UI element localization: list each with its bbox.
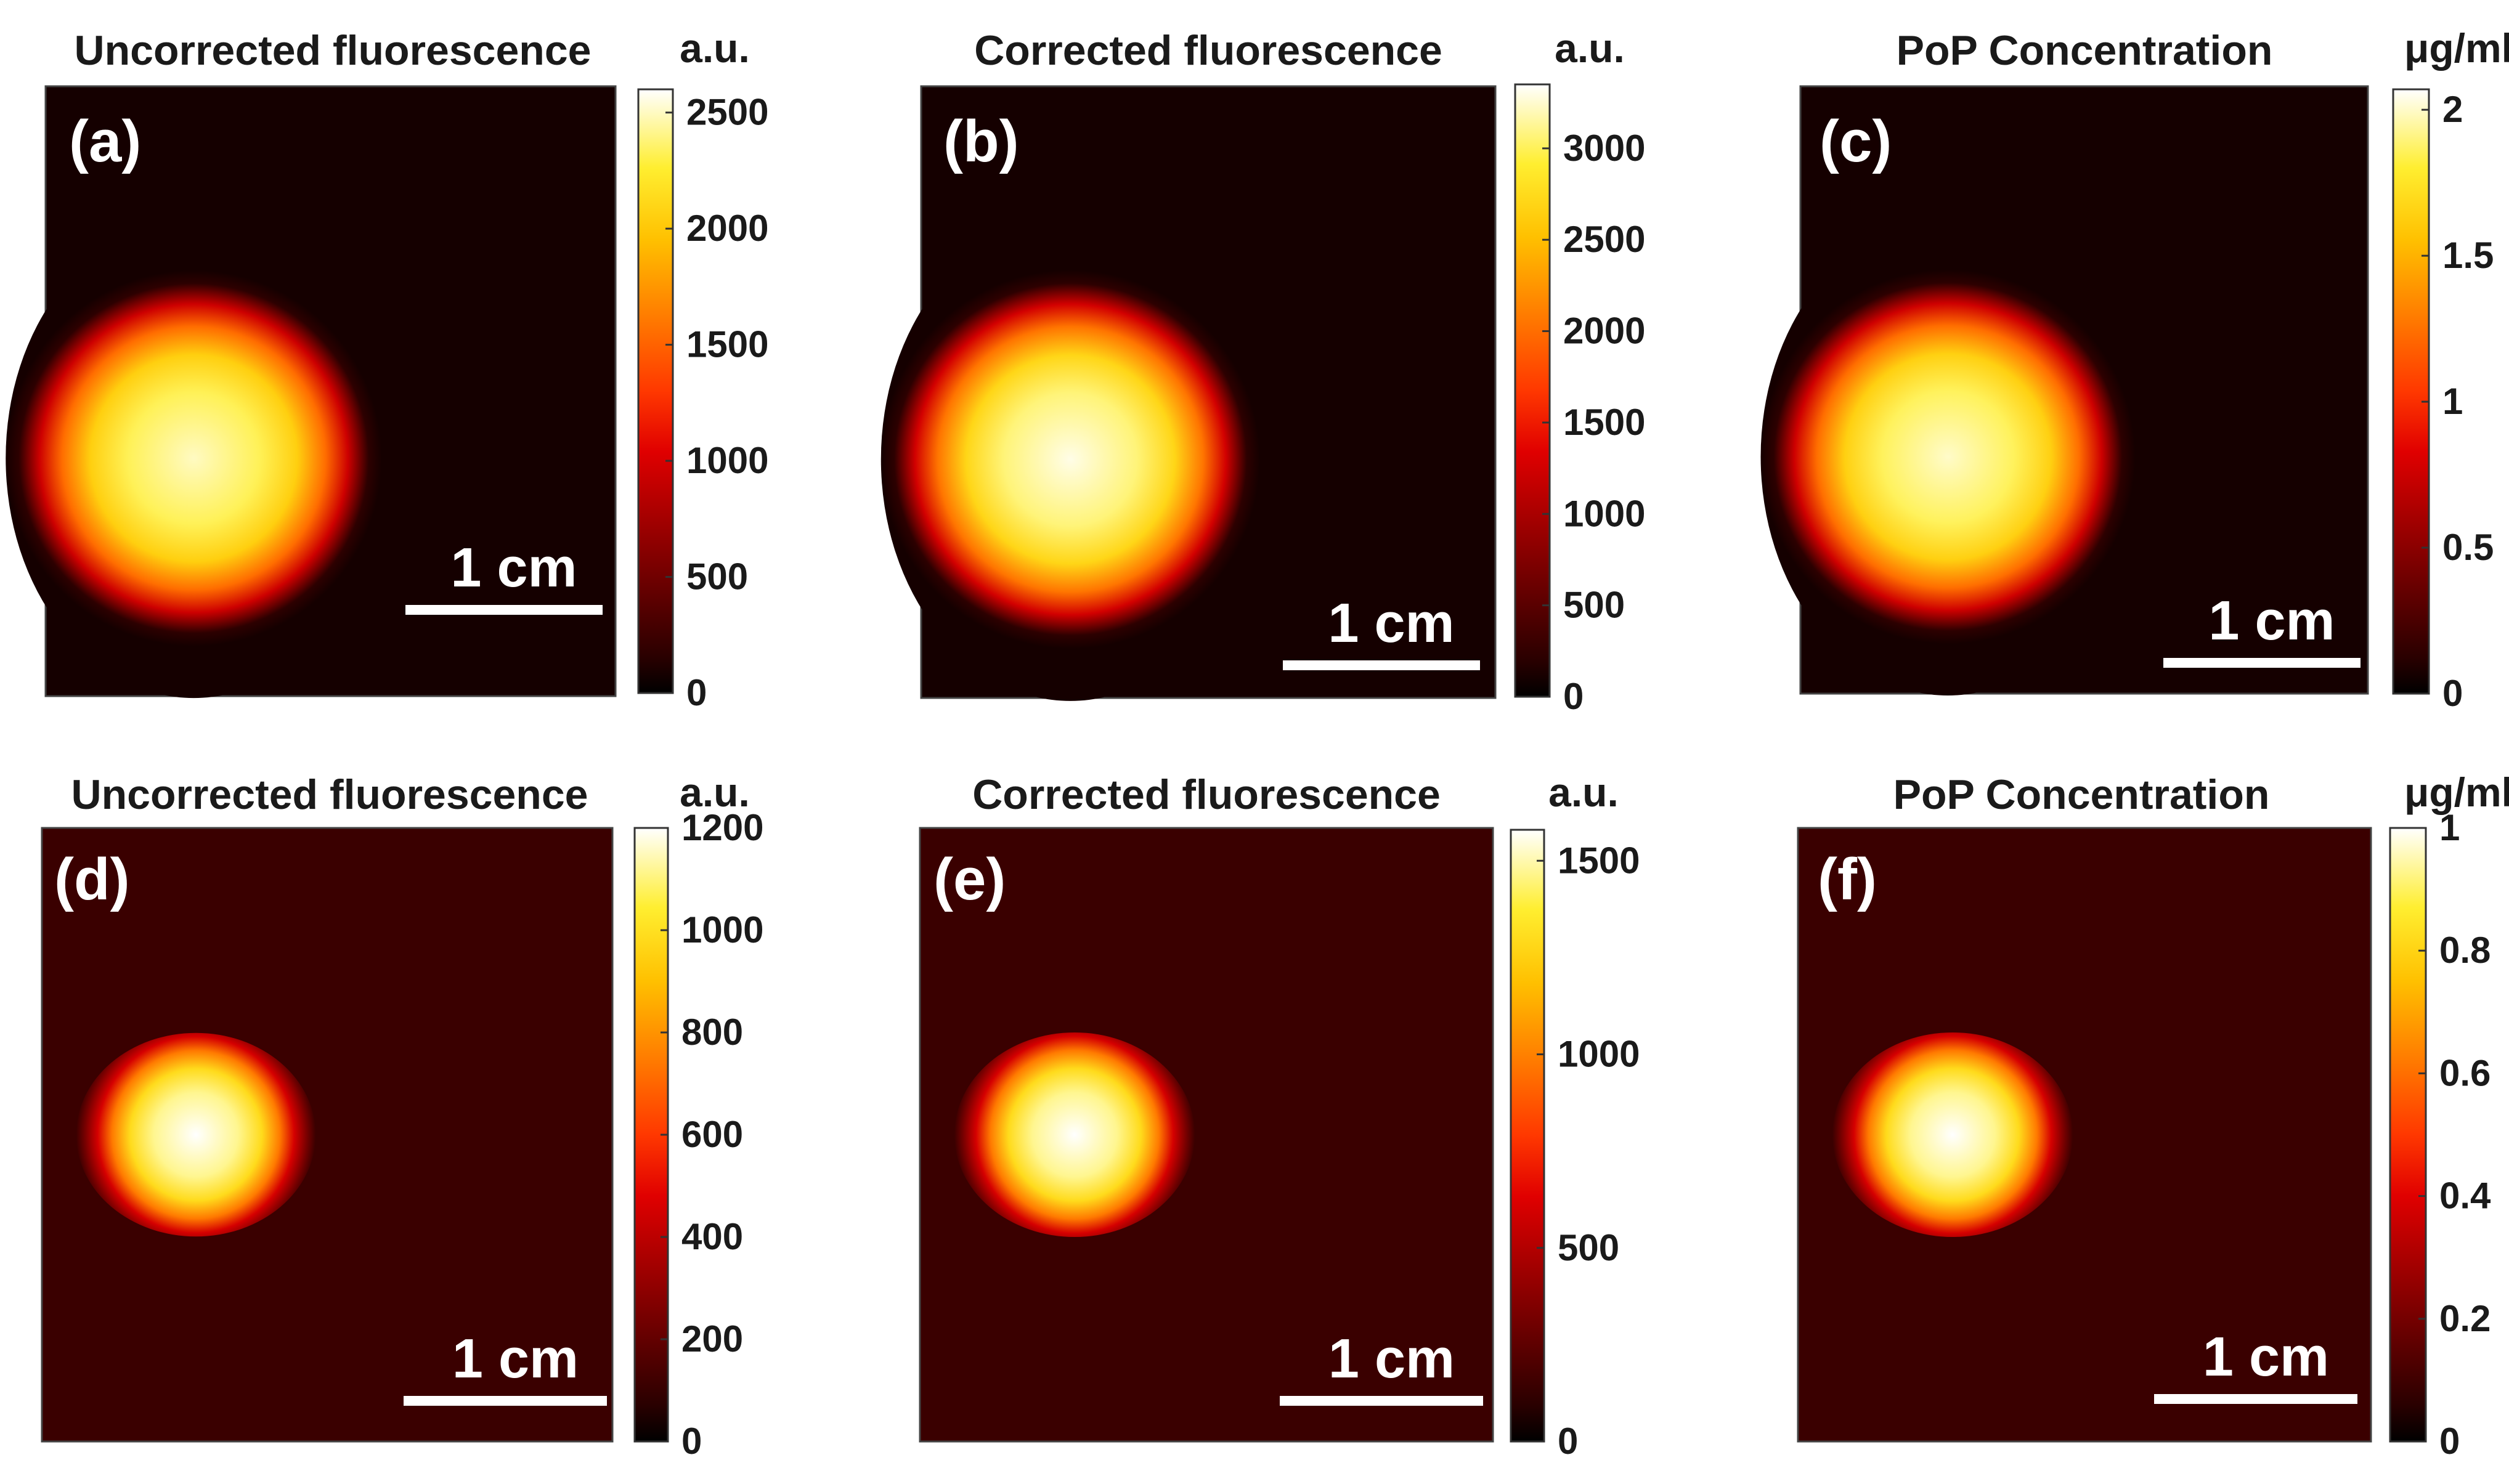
colorbar-tick-label: 0.2	[2439, 1298, 2491, 1339]
panel-letter: (d)	[54, 846, 130, 912]
fluorescence-hotspot	[880, 217, 1260, 701]
panel-title: Uncorrected fluorescence	[75, 27, 592, 74]
panel-f: PoP Concentration μg/ml (f) 1 cm 0 0.2 0.4 0.6 0…	[1797, 769, 2509, 1462]
panel-title: PoP Concentration	[1893, 771, 2270, 818]
colorbar-tick-label: 1500	[1563, 402, 1645, 443]
colorbar-unit-label: a.u.	[680, 25, 750, 71]
colorbar-tick-label: 1000	[686, 440, 768, 481]
fluorescence-hotspot	[6, 218, 382, 699]
panel-letter: (b)	[943, 108, 1019, 174]
panel-title: PoP Concentration	[1897, 27, 2273, 74]
colorbar	[1510, 829, 1545, 1443]
colorbar	[1514, 83, 1551, 698]
colorbar-tick-label: 400	[681, 1216, 743, 1257]
colorbar-tick-label: 2	[2442, 89, 2463, 130]
fluorescence-hotspot	[1760, 217, 2136, 695]
panel-letter: (e)	[933, 846, 1006, 912]
colorbar-tick-label: 2000	[1563, 310, 1645, 352]
panel-e: Corrected fluorescence a.u. (e) 1 cm 0 500 100…	[919, 769, 1640, 1462]
colorbar-tick-label: 2500	[1563, 219, 1645, 260]
colorbar-tick-label: 1500	[686, 324, 768, 365]
scale-bar-label: 1 cm	[2203, 1326, 2329, 1388]
panel-title: Corrected fluorescence	[972, 771, 1441, 818]
colorbar-tick-label: 0	[686, 672, 707, 713]
colorbar-tick-label: 0.6	[2439, 1052, 2491, 1093]
scale-bar-label: 1 cm	[1328, 1328, 1455, 1390]
colorbar-tick-label: 2500	[686, 92, 768, 133]
colorbar-tick-label: 200	[681, 1318, 743, 1360]
colorbar-tick-label: 0	[681, 1421, 702, 1462]
panel-d: Uncorrected fluorescence a.u. (d) 1 cm 0 200 4…	[41, 769, 763, 1462]
colorbar-tick-label: 500	[686, 556, 748, 598]
colorbar-unit-label: a.u.	[1555, 25, 1625, 71]
panel-b: Corrected fluorescence a.u. (b) 1 cm 0 500 100…	[880, 25, 1645, 717]
colorbar-tick-label: 0.5	[2442, 527, 2494, 568]
colorbar-tick-label: 1	[2439, 807, 2460, 848]
colorbar-unit-label: μg/ml	[2404, 25, 2509, 71]
scale-bar-label: 1 cm	[1328, 593, 1454, 654]
colorbar-tick-label: 1000	[1558, 1034, 1640, 1075]
panel-c: PoP Concentration μg/ml (c) 1 cm 0 0.5 1 1.5 2	[1760, 25, 2509, 714]
colorbar	[637, 88, 674, 694]
colorbar-tick-label: 1	[2442, 381, 2463, 422]
colorbar-tick-label: 500	[1558, 1227, 1619, 1268]
colorbar	[2389, 827, 2427, 1443]
colorbar-tick-label: 1200	[681, 807, 763, 848]
colorbar-tick-label: 1000	[681, 909, 763, 951]
scale-bar	[1283, 660, 1480, 670]
colorbar-tick-label: 1.5	[2442, 235, 2494, 276]
colorbar-tick-label: 0	[2442, 673, 2463, 714]
colorbar-tick-label: 600	[681, 1114, 743, 1155]
colorbar-tick-label: 0	[1563, 676, 1584, 717]
colorbar-tick-label: 0	[2439, 1421, 2460, 1462]
colorbar-unit-label: μg/ml	[2404, 769, 2509, 815]
colorbar-tick-label: 2000	[686, 208, 768, 249]
colorbar-tick-label: 500	[1563, 585, 1625, 626]
scale-bar-label: 1 cm	[2208, 590, 2335, 652]
colorbar-tick-label: 0.4	[2439, 1175, 2491, 1217]
colorbar-tick-label: 1000	[1563, 493, 1645, 534]
colorbar-tick-label: 0	[1558, 1421, 1578, 1462]
scale-bar	[2154, 1394, 2357, 1404]
scale-bar	[405, 605, 603, 615]
colorbar-unit-label: a.u.	[1548, 769, 1619, 815]
scale-bar	[2163, 658, 2361, 668]
panel-title: Corrected fluorescence	[974, 27, 1442, 74]
panel-letter: (c)	[1820, 108, 1892, 174]
panel-letter: (f)	[1818, 846, 1877, 912]
panel-letter: (a)	[69, 108, 141, 174]
scale-bar-label: 1 cm	[450, 537, 577, 599]
panel-a: Uncorrected fluorescence a.u. (a) 1 cm 0 500 1…	[6, 25, 768, 713]
colorbar-unit-label: a.u.	[680, 769, 750, 815]
fluorescence-hotspot	[954, 1032, 1195, 1238]
colorbar-tick-label: 1500	[1558, 840, 1640, 881]
panel-title: Uncorrected fluorescence	[71, 771, 588, 818]
scale-bar-label: 1 cm	[452, 1328, 579, 1390]
scale-bar	[404, 1396, 607, 1406]
scale-bar	[1280, 1396, 1483, 1406]
colorbar-tick-label: 0.8	[2439, 930, 2491, 971]
fluorescence-hotspot	[1832, 1032, 2073, 1238]
colorbar	[2392, 88, 2430, 695]
colorbar-tick-label: 800	[681, 1012, 743, 1053]
fluorescence-hotspot	[76, 1032, 316, 1237]
colorbar-tick-label: 3000	[1563, 128, 1645, 169]
